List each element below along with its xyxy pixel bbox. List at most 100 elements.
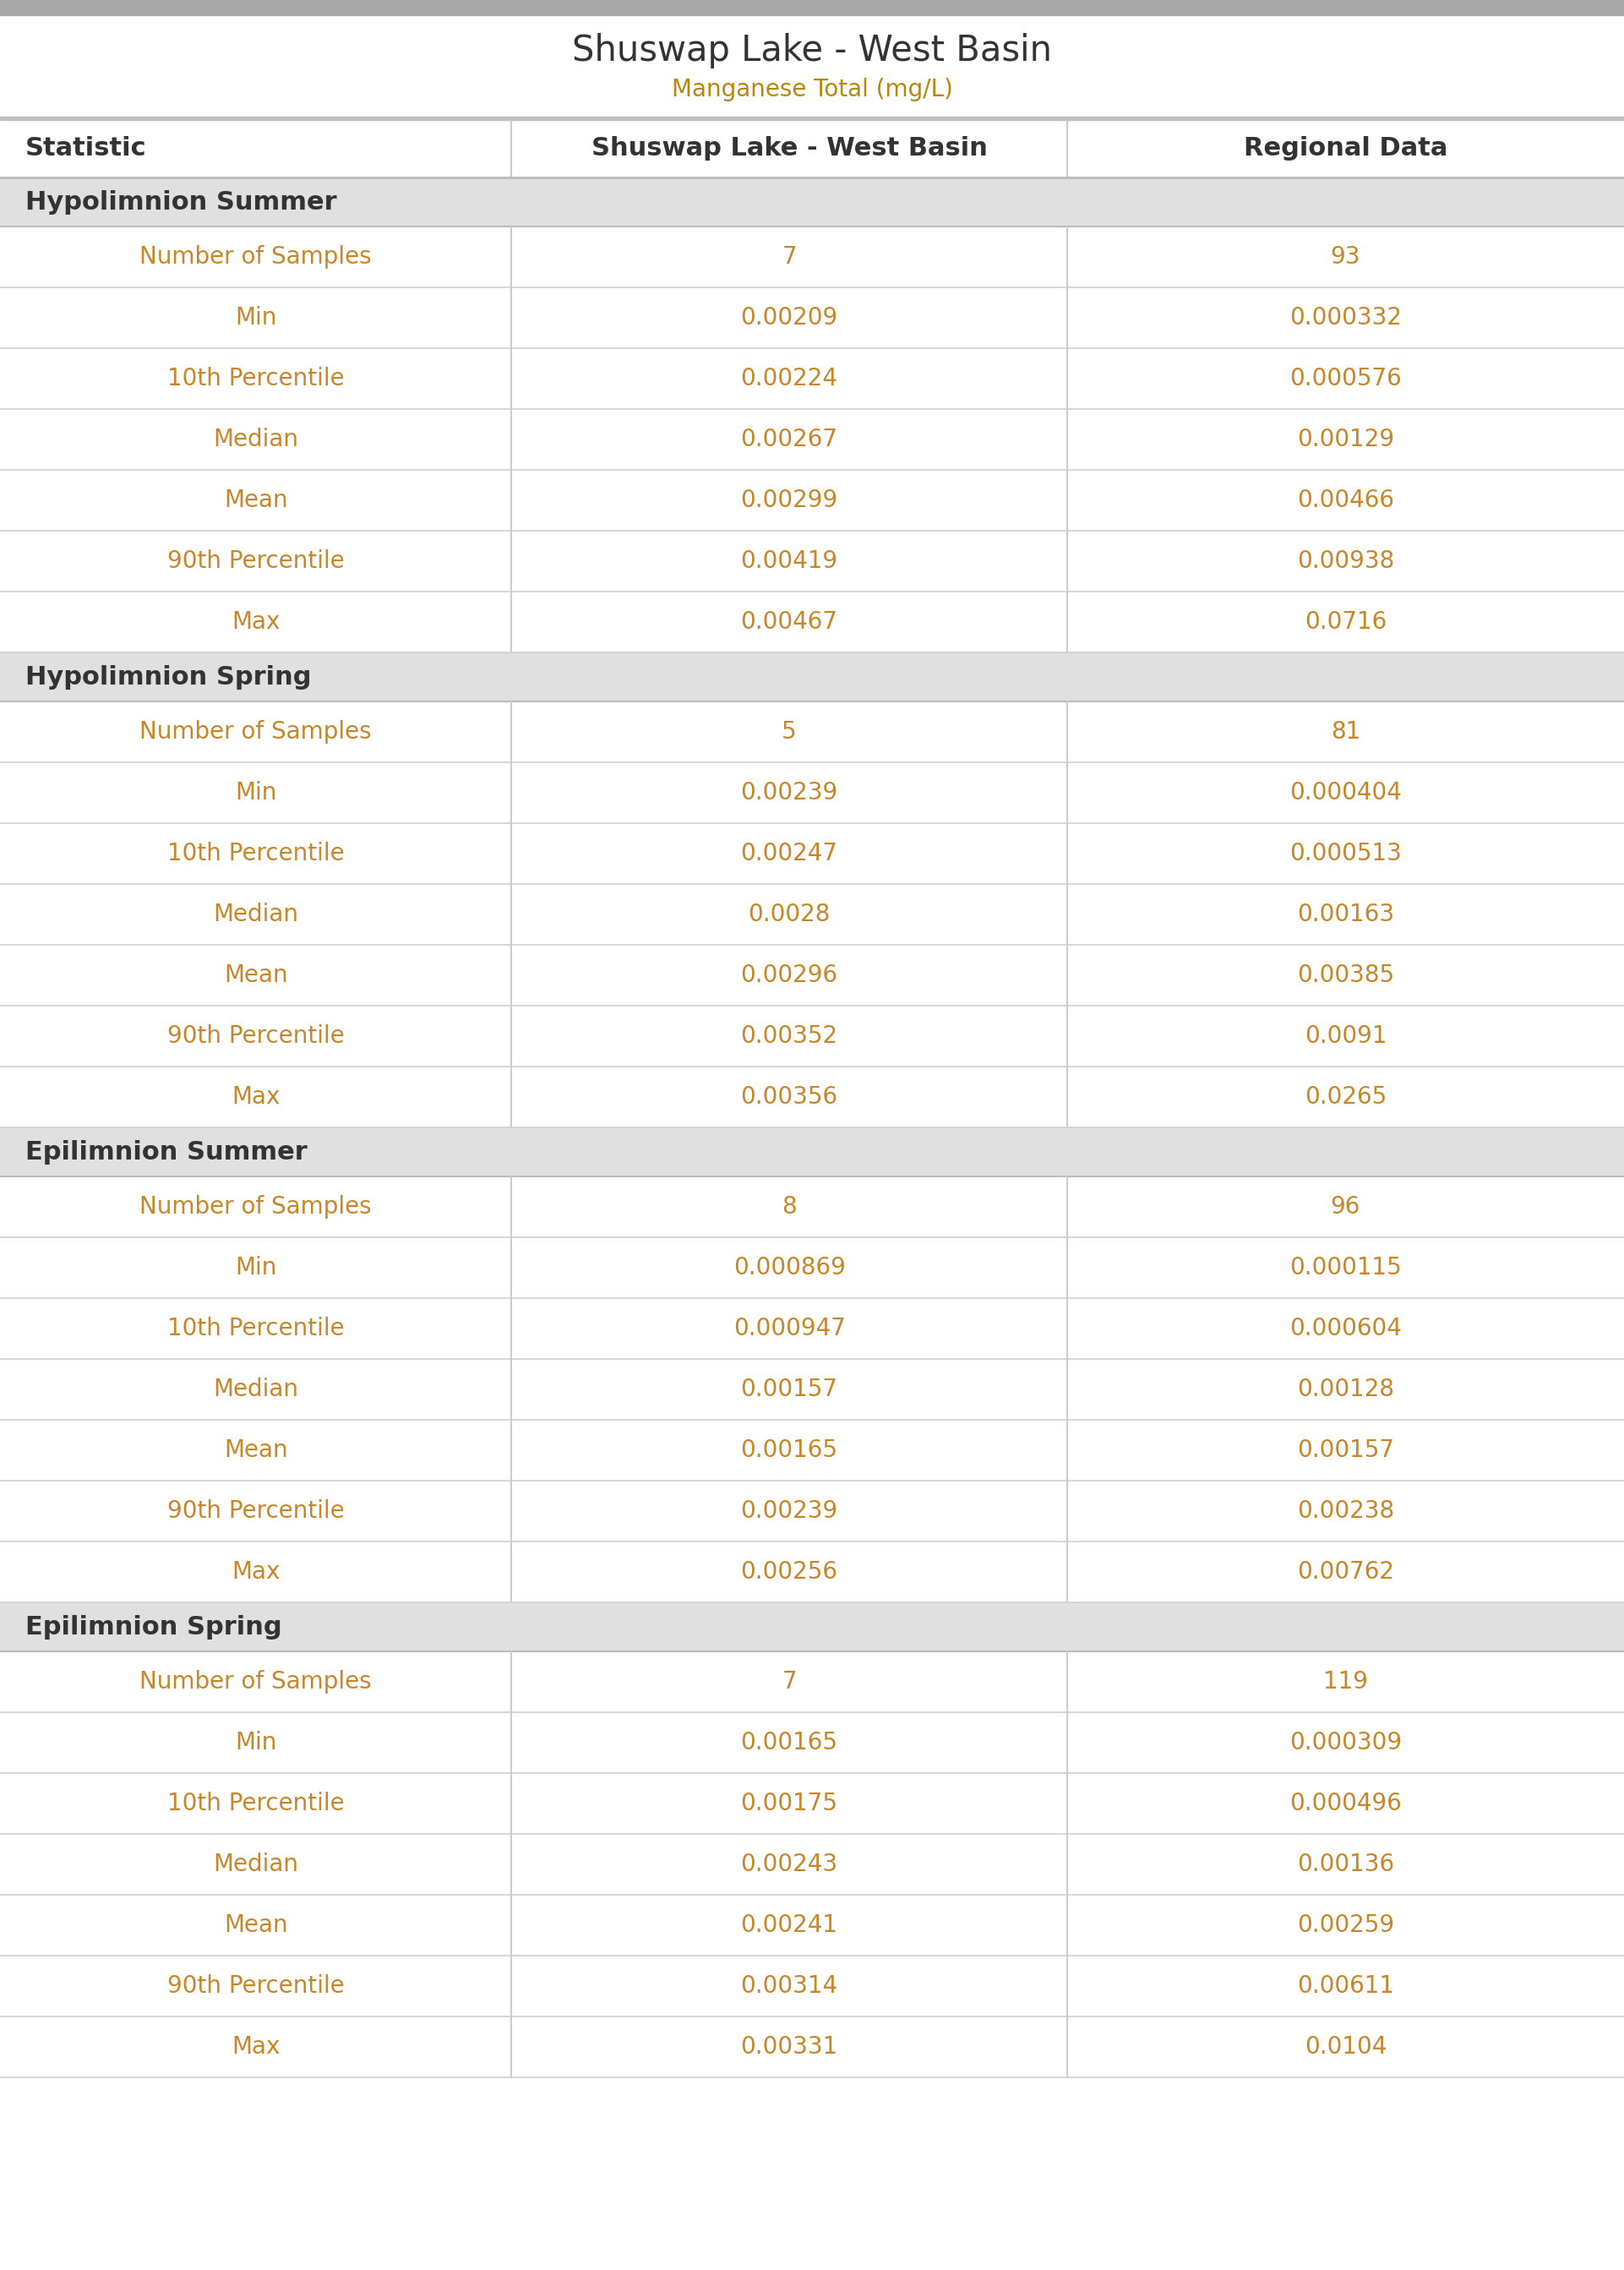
Bar	[0, 651, 1624, 701]
Text: 7: 7	[781, 245, 797, 268]
Text: 0.0265: 0.0265	[1304, 1085, 1387, 1108]
Bar	[0, 592, 1624, 651]
Text: 0.00267: 0.00267	[741, 427, 838, 452]
Text: 0.00938: 0.00938	[1298, 549, 1393, 572]
Text: 0.0104: 0.0104	[1304, 2036, 1387, 2059]
Bar	[0, 763, 1624, 824]
Text: 0.00157: 0.00157	[1298, 1439, 1393, 1462]
Text: 0.00165: 0.00165	[741, 1439, 838, 1462]
Text: 0.00247: 0.00247	[741, 842, 838, 865]
Text: 0.0028: 0.0028	[749, 903, 830, 926]
Text: Epilimnion Summer: Epilimnion Summer	[26, 1140, 307, 1165]
Text: 8: 8	[781, 1194, 797, 1219]
Bar	[0, 1419, 1624, 1480]
Bar	[0, 1176, 1624, 1237]
Text: Number of Samples: Number of Samples	[140, 1194, 372, 1219]
Text: 93: 93	[1330, 245, 1361, 268]
Text: Epilimnion Spring: Epilimnion Spring	[26, 1614, 283, 1639]
Text: 0.00136: 0.00136	[1298, 1852, 1393, 1877]
Text: 0.00239: 0.00239	[741, 781, 838, 804]
Text: Number of Samples: Number of Samples	[140, 1671, 372, 1693]
Bar	[0, 883, 1624, 944]
Bar	[0, 1067, 1624, 1128]
Text: 90th Percentile: 90th Percentile	[167, 549, 344, 572]
Text: Regional Data: Regional Data	[1244, 136, 1447, 161]
Bar	[0, 531, 1624, 592]
Text: 0.000513: 0.000513	[1289, 842, 1402, 865]
Text: 0.00175: 0.00175	[741, 1791, 838, 1816]
Text: 0.00256: 0.00256	[741, 1559, 838, 1584]
Text: Median: Median	[213, 903, 299, 926]
Text: 0.000309: 0.000309	[1289, 1730, 1402, 1755]
Text: 0.000604: 0.000604	[1289, 1317, 1402, 1339]
Bar	[0, 1773, 1624, 1834]
Text: Max: Max	[232, 1085, 279, 1108]
Text: 0.00356: 0.00356	[741, 1085, 838, 1108]
Bar	[0, 470, 1624, 531]
Bar	[0, 2016, 1624, 2077]
Text: 7: 7	[781, 1671, 797, 1693]
Text: 119: 119	[1324, 1671, 1367, 1693]
Text: 10th Percentile: 10th Percentile	[167, 1791, 344, 1816]
Bar	[0, 1006, 1624, 1067]
Text: Mean: Mean	[224, 962, 287, 987]
Bar	[0, 1895, 1624, 1957]
Text: 0.00611: 0.00611	[1298, 1975, 1393, 1998]
Text: Hypolimnion Spring: Hypolimnion Spring	[26, 665, 312, 690]
Text: Mean: Mean	[224, 488, 287, 513]
Text: 0.00314: 0.00314	[741, 1975, 838, 1998]
Text: 0.00163: 0.00163	[1298, 903, 1393, 926]
Text: Shuswap Lake - West Basin: Shuswap Lake - West Basin	[591, 136, 987, 161]
Bar	[0, 409, 1624, 470]
Bar	[0, 1957, 1624, 2016]
Text: 0.000869: 0.000869	[732, 1255, 846, 1280]
Text: 0.00296: 0.00296	[741, 962, 838, 987]
Text: 0.00419: 0.00419	[741, 549, 838, 572]
Bar	[0, 944, 1624, 1006]
Bar	[0, 824, 1624, 883]
Text: Min: Min	[235, 306, 276, 329]
Text: 5: 5	[781, 720, 797, 745]
Text: 0.00299: 0.00299	[741, 488, 838, 513]
Text: Min: Min	[235, 1730, 276, 1755]
Text: 81: 81	[1330, 720, 1361, 745]
Text: 10th Percentile: 10th Percentile	[167, 842, 344, 865]
Bar	[0, 1834, 1624, 1895]
Text: 0.0716: 0.0716	[1304, 611, 1387, 633]
Bar	[0, 120, 1624, 177]
Text: 0.00209: 0.00209	[741, 306, 838, 329]
Bar	[0, 1712, 1624, 1773]
Text: 0.00466: 0.00466	[1298, 488, 1393, 513]
Text: 0.000332: 0.000332	[1289, 306, 1402, 329]
Text: 0.00241: 0.00241	[741, 1914, 838, 1936]
Text: Number of Samples: Number of Samples	[140, 720, 372, 745]
Text: 0.00128: 0.00128	[1298, 1378, 1393, 1401]
Bar	[0, 1650, 1624, 1712]
Text: 90th Percentile: 90th Percentile	[167, 1024, 344, 1049]
Bar	[0, 177, 1624, 227]
Text: Statistic: Statistic	[26, 136, 146, 161]
Text: Shuswap Lake - West Basin: Shuswap Lake - West Basin	[572, 34, 1052, 68]
Bar	[0, 227, 1624, 288]
Bar	[0, 288, 1624, 347]
Text: 0.00352: 0.00352	[741, 1024, 838, 1049]
Text: Median: Median	[213, 427, 299, 452]
Text: 90th Percentile: 90th Percentile	[167, 1975, 344, 1998]
Text: 0.00238: 0.00238	[1298, 1498, 1393, 1523]
Text: Manganese Total (mg/L): Manganese Total (mg/L)	[671, 77, 953, 102]
Text: 90th Percentile: 90th Percentile	[167, 1498, 344, 1523]
Bar	[0, 0, 1624, 16]
Text: 0.00157: 0.00157	[741, 1378, 838, 1401]
Text: 0.000496: 0.000496	[1289, 1791, 1402, 1816]
Text: Number of Samples: Number of Samples	[140, 245, 372, 268]
Text: 0.00467: 0.00467	[741, 611, 838, 633]
Text: 0.00239: 0.00239	[741, 1498, 838, 1523]
Text: Max: Max	[232, 2036, 279, 2059]
Text: 0.00259: 0.00259	[1298, 1914, 1393, 1936]
Bar	[0, 1541, 1624, 1603]
Text: 0.00385: 0.00385	[1298, 962, 1393, 987]
Text: Max: Max	[232, 611, 279, 633]
Text: Hypolimnion Summer: Hypolimnion Summer	[26, 191, 336, 213]
Text: 0.000576: 0.000576	[1289, 368, 1402, 390]
Text: 0.000947: 0.000947	[732, 1317, 846, 1339]
